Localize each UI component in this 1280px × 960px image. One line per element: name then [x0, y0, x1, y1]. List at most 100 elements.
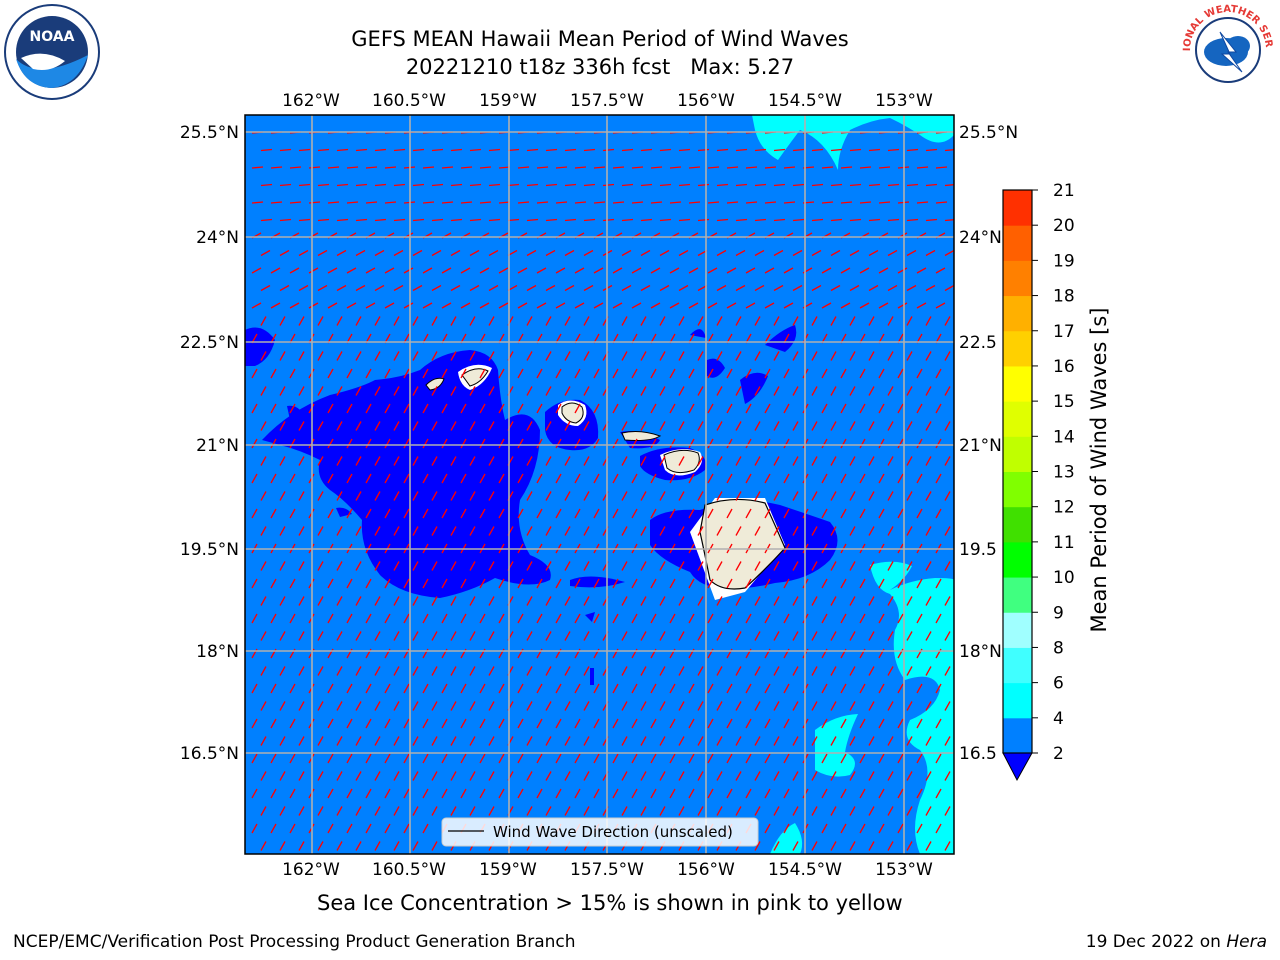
- wind-arrow: [422, 473, 429, 484]
- wind-arrow: [593, 683, 600, 694]
- wind-arrow: [298, 596, 305, 606]
- wind-arrow: [469, 456, 476, 466]
- wind-arrow: [735, 806, 742, 816]
- wind-arrow: [545, 148, 558, 152]
- wind-arrow: [764, 753, 771, 764]
- wind-arrow: [735, 284, 746, 292]
- wind-arrow: [441, 368, 448, 379]
- wind-arrow: [374, 526, 381, 536]
- wind-arrow: [792, 596, 799, 606]
- wind-arrow: [944, 631, 951, 641]
- wind-arrow: [431, 421, 438, 431]
- wind-arrow: [925, 316, 932, 326]
- chart-subtitle: 20221210 t18z 336h fcst Max: 5.27: [405, 55, 795, 79]
- wind-arrow: [289, 201, 302, 204]
- wind-arrow: [289, 166, 302, 169]
- wind-arrow: [621, 736, 628, 746]
- wind-arrow: [602, 148, 615, 152]
- wind-arrow: [773, 183, 786, 187]
- wind-arrow: [555, 613, 562, 624]
- wind-arrow: [393, 491, 400, 501]
- wind-arrow: [526, 183, 539, 187]
- wind-arrow: [393, 421, 400, 431]
- lon-tick-top: 156°W: [677, 91, 735, 111]
- wind-arrow: [374, 841, 381, 851]
- wind-arrow: [260, 284, 271, 292]
- wind-arrow: [716, 183, 729, 187]
- wind-arrow: [564, 561, 571, 571]
- wind-arrow: [545, 386, 552, 396]
- wind-arrow: [821, 368, 828, 379]
- wind-arrow: [669, 368, 676, 379]
- wind-arrow: [764, 403, 771, 414]
- colorbar-ticks: 2 4 6 8 9 10 11 12 13 14 15 16 17 18 19 20 21: [1032, 181, 1075, 764]
- wind-arrow: [707, 718, 714, 729]
- wind-arrow: [707, 613, 714, 624]
- lat-tick-left: 21°N: [196, 436, 239, 456]
- wind-arrow: [327, 473, 334, 484]
- wind-arrow: [384, 201, 397, 204]
- wind-arrow: [754, 701, 761, 711]
- wind-arrow: [659, 771, 666, 781]
- wind-arrow: [840, 578, 847, 589]
- wind-arrow: [849, 218, 862, 222]
- wind-arrow: [317, 386, 324, 396]
- wind-arrow: [716, 491, 723, 501]
- wind-arrow: [849, 561, 856, 571]
- wind-arrow: [460, 201, 473, 204]
- wind-arrow: [631, 718, 638, 729]
- wind-arrow: [317, 284, 328, 292]
- wind-arrow: [621, 666, 628, 676]
- colorbar-block: [1003, 190, 1032, 226]
- wind-arrow: [754, 218, 767, 222]
- wind-arrow: [897, 368, 904, 379]
- wind-arrow: [906, 526, 913, 536]
- low-zone-s4: [336, 507, 352, 517]
- wind-arrow: [754, 386, 761, 396]
- wind-arrow: [716, 316, 723, 326]
- wind-arrow: [659, 386, 666, 396]
- wind-arrow: [764, 201, 777, 204]
- wind-arrow: [640, 456, 647, 466]
- colorbar-tick-label: 14: [1053, 427, 1075, 447]
- wind-arrow: [792, 316, 799, 326]
- wind-arrow: [944, 316, 951, 326]
- wind-arrow: [545, 421, 552, 431]
- wind-arrow: [251, 302, 262, 309]
- wind-arrow: [365, 403, 372, 414]
- wind-arrow: [811, 806, 818, 816]
- wind-arrow: [754, 249, 765, 257]
- wind-arrow: [555, 166, 568, 169]
- wind-arrow: [526, 316, 533, 326]
- wind-arrow: [536, 683, 543, 694]
- wind-arrow: [479, 613, 486, 624]
- wind-arrow: [716, 386, 723, 396]
- wind-arrow: [944, 456, 951, 466]
- wind-arrow: [365, 823, 372, 834]
- wind-arrow: [260, 316, 267, 326]
- footer-machine: Hera: [1226, 932, 1267, 952]
- wind-arrow: [887, 351, 894, 361]
- wind-arrow: [897, 683, 904, 694]
- wind-arrow: [260, 666, 267, 676]
- wind-arrow: [251, 267, 262, 274]
- wind-arrow: [308, 166, 321, 169]
- wind-arrow: [944, 284, 954, 292]
- lat-ticks-right: 25.5°N 24°N 22.5 21°N 19.5 18°N 16.5: [959, 123, 1018, 764]
- wind-arrow: [688, 788, 695, 799]
- wind-arrow: [811, 386, 818, 396]
- wind-arrow: [878, 753, 885, 764]
- wind-arrow: [460, 267, 471, 274]
- wind-arrow: [450, 701, 457, 711]
- wind-arrow: [431, 491, 438, 501]
- wind-arrow: [735, 386, 742, 396]
- wind-arrow: [840, 788, 847, 799]
- wind-arrow: [574, 438, 581, 449]
- wind-arrow: [916, 613, 923, 624]
- wind-arrow: [317, 561, 324, 571]
- wind-arrow: [792, 561, 799, 571]
- wind-arrow: [517, 473, 524, 484]
- wind-arrow: [365, 267, 376, 274]
- wind-arrow: [621, 526, 628, 536]
- wind-arrow: [526, 561, 533, 571]
